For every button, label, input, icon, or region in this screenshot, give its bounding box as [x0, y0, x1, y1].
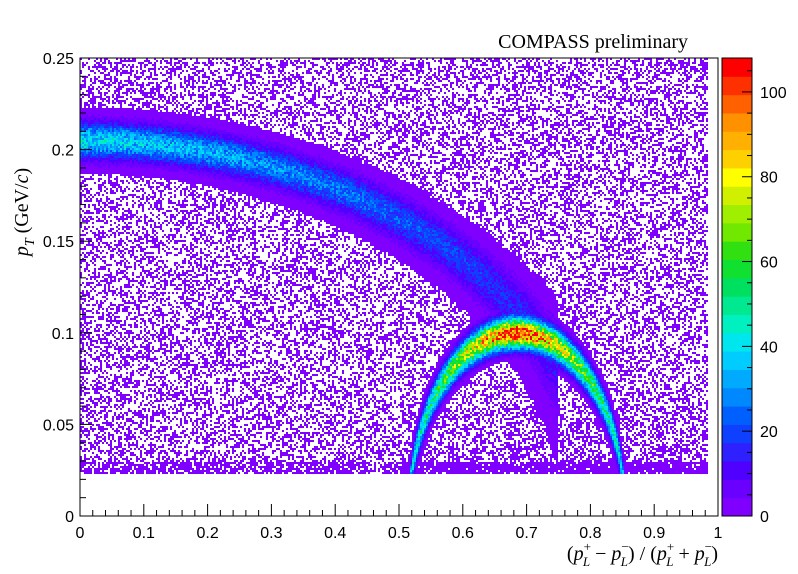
y-tick-label: 0: [65, 509, 74, 526]
y-tick-label: 0.2: [52, 143, 74, 160]
color-scale-step: [722, 296, 752, 315]
y-axis-title-unit-open: (GeV/: [11, 183, 33, 238]
color-scale-step: [722, 222, 752, 242]
y-tick-label: 0.25: [43, 51, 74, 68]
color-scale-step: [722, 497, 752, 517]
x-title-sub4: L: [703, 554, 711, 569]
x-axis-title: (p+ L − p− L) / (p+ L + p− L): [567, 539, 718, 569]
x-title-p4: p: [693, 543, 705, 565]
x-title-sub1: L: [582, 554, 590, 569]
x-axis: 0 0.1 0.2 0.3 0.4 0.5 0.6 0.7 0.8 0.9 1: [76, 504, 723, 542]
color-scale-step: [722, 369, 752, 389]
y-axis-title-sub: T: [23, 237, 38, 246]
x-tick-label: 0.4: [324, 525, 346, 542]
z-tick-label: 40: [760, 339, 778, 356]
x-title-p3: p: [655, 543, 667, 565]
heatmap-cells: [80, 58, 718, 516]
y-axis-title-unit-close: ): [11, 168, 33, 175]
x-title-mid: ) / (: [628, 543, 657, 565]
x-tick-label: 0.5: [388, 525, 410, 542]
x-tick-label: 0.9: [643, 525, 665, 542]
y-tick-label: 0.1: [52, 326, 74, 343]
color-scale-step: [722, 259, 752, 279]
color-scale-step: [722, 149, 752, 169]
y-axis-title-c: c: [11, 174, 33, 183]
heatmap-image: [80, 58, 718, 516]
x-title-open: (: [567, 543, 574, 565]
color-scale-step: [722, 131, 752, 151]
x-title-p2: p: [609, 543, 621, 565]
z-tick-label: 100: [760, 85, 787, 102]
x-tick-label: 0.1: [133, 525, 155, 542]
x-title-sup1: +: [584, 539, 591, 554]
color-scale-step: [722, 112, 752, 132]
z-tick-label: 0: [760, 509, 769, 526]
color-scale-step: [722, 442, 752, 462]
x-tick-label: 0.7: [515, 525, 537, 542]
z-tick-label: 80: [760, 170, 778, 187]
color-scale-frame: [721, 57, 753, 517]
color-scale-step: [722, 186, 752, 206]
color-scale-step: [722, 167, 752, 187]
color-scale-step: [722, 332, 752, 352]
x-tick-label: 0.2: [196, 525, 218, 542]
color-scale-step: [722, 314, 752, 334]
color-scale-step: [722, 387, 752, 407]
color-scale-axis: 0 20 40 60 80 100: [742, 70, 787, 526]
x-tick-label: 0.3: [260, 525, 282, 542]
color-scale-step: [722, 406, 752, 425]
color-scale-step: [722, 241, 752, 261]
color-scale-step: [722, 277, 752, 297]
y-axis: 0 0.05 0.1 0.15 0.2 0.25: [43, 51, 92, 526]
color-scale-step: [722, 204, 752, 224]
y-tick-label: 0.05: [43, 417, 74, 434]
color-scale-step: [722, 424, 752, 444]
x-tick-label: 1: [714, 525, 723, 542]
x-title-close: ): [711, 543, 718, 565]
x-title-plus: +: [673, 543, 694, 565]
color-scale-step: [722, 94, 752, 114]
x-tick-label: 0.8: [579, 525, 601, 542]
color-scale-step: [722, 58, 752, 77]
y-tick-label: 0.15: [43, 234, 74, 251]
chart-title: COMPASS preliminary: [498, 31, 688, 53]
x-tick-label: 0.6: [452, 525, 474, 542]
x-tick-label: 0: [76, 525, 85, 542]
color-scale-step: [722, 479, 752, 499]
color-scale-step: [722, 351, 752, 370]
x-title-sub3: L: [665, 554, 673, 569]
color-scale-bar: [721, 57, 753, 517]
x-title-sup3: +: [667, 539, 674, 554]
z-tick-label: 20: [760, 424, 778, 441]
y-axis-title-p: p: [11, 246, 33, 258]
z-tick-label: 60: [760, 255, 778, 272]
x-title-sup4: −: [705, 539, 712, 554]
color-scale-step: [722, 461, 752, 480]
x-title-sup2: −: [621, 539, 628, 554]
y-axis-title: pT (GeV/c): [11, 168, 38, 258]
x-title-sub2: L: [620, 554, 628, 569]
x-title-minus: −: [590, 543, 611, 565]
color-scale-step: [722, 76, 752, 96]
x-title-p1: p: [572, 543, 584, 565]
